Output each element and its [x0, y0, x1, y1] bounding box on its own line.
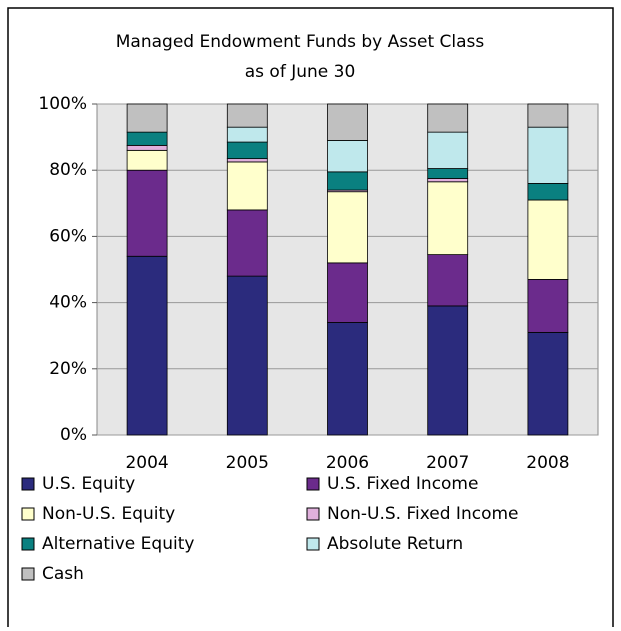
chart-subtitle: as of June 30 — [245, 62, 356, 82]
y-tick-label: 40% — [49, 293, 87, 313]
y-tick-label: 100% — [38, 94, 87, 114]
bar-segment — [427, 178, 469, 183]
bar-segment — [327, 140, 368, 173]
bar-segment — [427, 103, 469, 133]
bar-segment — [427, 305, 469, 436]
bar-segment — [427, 254, 469, 307]
bar-segment — [226, 275, 268, 436]
legend-swatch — [21, 477, 35, 491]
bar-segment — [327, 103, 368, 141]
legend-swatch — [21, 567, 35, 581]
legend-swatch — [306, 537, 320, 551]
bar-segment — [226, 103, 268, 128]
bar-segment — [427, 168, 469, 179]
bar-segment — [427, 131, 469, 169]
y-tick-label: 80% — [49, 160, 87, 180]
bar-segment — [527, 183, 569, 201]
bar-segment — [226, 161, 268, 211]
bar-segment — [126, 255, 168, 436]
x-tick-label: 2006 — [326, 453, 369, 473]
legend-label: Alternative Equity — [42, 534, 194, 554]
bar-segment — [126, 169, 168, 257]
legend-swatch — [306, 507, 320, 521]
x-tick-label: 2004 — [125, 453, 168, 473]
x-tick-label: 2008 — [526, 453, 569, 473]
bar-segment — [126, 131, 168, 146]
chart-title: Managed Endowment Funds by Asset Class — [116, 32, 485, 52]
bar-segment — [327, 191, 368, 264]
legend-label: Cash — [42, 564, 84, 584]
legend-swatch — [21, 507, 35, 521]
bar-segment — [327, 322, 368, 436]
bar-segment — [126, 103, 168, 133]
bar-segment — [527, 103, 569, 128]
bar-segment — [327, 171, 368, 191]
bar-segment — [527, 199, 569, 280]
legend-label: U.S. Equity — [42, 474, 135, 494]
bar-segment — [226, 126, 268, 143]
bar-segment — [226, 141, 268, 160]
bar-segment — [527, 126, 569, 184]
legend-label: Non-U.S. Equity — [42, 504, 175, 524]
bar-segment — [527, 279, 569, 333]
bar-segment — [126, 144, 168, 151]
legend-label: Non-U.S. Fixed Income — [327, 504, 518, 524]
bar-segment — [226, 209, 268, 277]
bar-segment — [226, 158, 268, 163]
legend-swatch — [21, 537, 35, 551]
y-tick-label: 0% — [60, 425, 87, 445]
bar-segment — [126, 149, 168, 171]
legend-label: U.S. Fixed Income — [327, 474, 478, 494]
bar-segment — [327, 262, 368, 323]
bar-segment — [427, 181, 469, 256]
y-tick-label: 60% — [49, 226, 87, 246]
legend-swatch — [306, 477, 320, 491]
legend-label: Absolute Return — [327, 534, 463, 554]
x-tick-label: 2007 — [426, 453, 469, 473]
bar-segment — [527, 331, 569, 436]
x-tick-label: 2005 — [226, 453, 269, 473]
y-tick-label: 20% — [49, 359, 87, 379]
